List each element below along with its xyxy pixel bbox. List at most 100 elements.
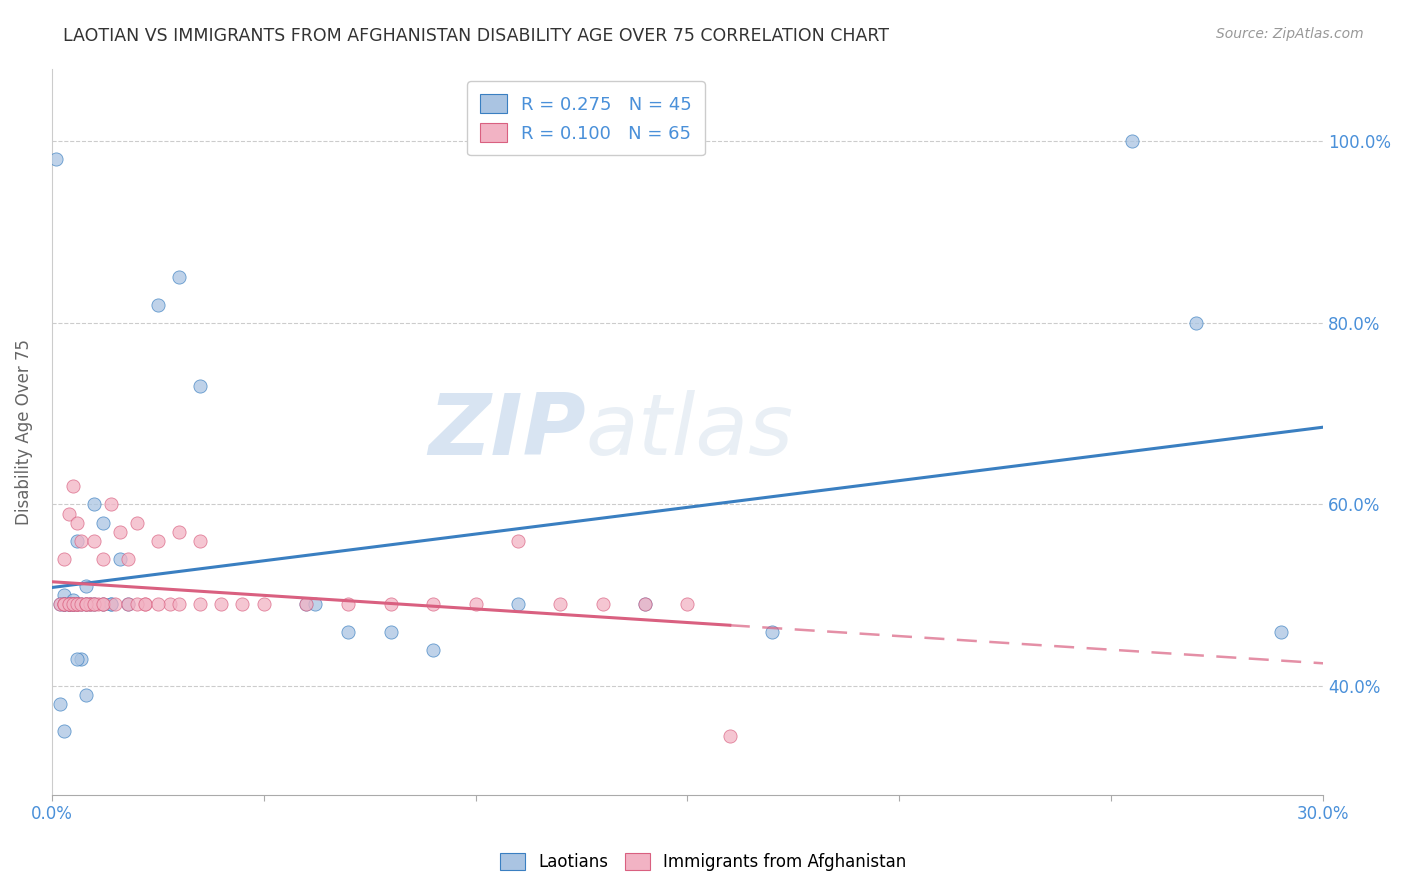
Point bbox=[66, 533, 89, 548]
Point bbox=[108, 552, 131, 566]
Point bbox=[117, 598, 139, 612]
Point bbox=[188, 598, 211, 612]
Point bbox=[100, 598, 122, 612]
Y-axis label: Disability Age Over 75: Disability Age Over 75 bbox=[15, 339, 32, 524]
Point bbox=[75, 688, 97, 702]
Point bbox=[125, 598, 148, 612]
Point bbox=[49, 598, 72, 612]
Point bbox=[70, 598, 93, 612]
Point bbox=[159, 598, 181, 612]
Text: ZIP: ZIP bbox=[427, 391, 586, 474]
Point bbox=[380, 598, 402, 612]
Point bbox=[1270, 624, 1292, 639]
Point bbox=[422, 642, 444, 657]
Point bbox=[83, 598, 105, 612]
Point bbox=[188, 379, 211, 393]
Point bbox=[91, 516, 114, 530]
Point bbox=[58, 507, 80, 521]
Point bbox=[70, 598, 93, 612]
Point bbox=[117, 598, 139, 612]
Legend: Laotians, Immigrants from Afghanistan: Laotians, Immigrants from Afghanistan bbox=[491, 845, 915, 880]
Legend: R = 0.275   N = 45, R = 0.100   N = 65: R = 0.275 N = 45, R = 0.100 N = 65 bbox=[467, 81, 704, 155]
Point bbox=[62, 592, 84, 607]
Point bbox=[49, 698, 72, 712]
Point bbox=[62, 598, 84, 612]
Point bbox=[58, 598, 80, 612]
Point bbox=[83, 598, 105, 612]
Point bbox=[506, 598, 529, 612]
Point bbox=[53, 598, 76, 612]
Point bbox=[718, 729, 741, 743]
Point bbox=[100, 498, 122, 512]
Point bbox=[53, 588, 76, 602]
Point bbox=[62, 598, 84, 612]
Point bbox=[422, 598, 444, 612]
Point bbox=[167, 524, 190, 539]
Point bbox=[146, 298, 169, 312]
Point bbox=[58, 598, 80, 612]
Point bbox=[134, 598, 156, 612]
Point bbox=[58, 598, 80, 612]
Point bbox=[1121, 134, 1143, 148]
Point bbox=[45, 153, 67, 167]
Point bbox=[66, 652, 89, 666]
Point bbox=[53, 724, 76, 739]
Point bbox=[295, 598, 318, 612]
Point bbox=[337, 624, 360, 639]
Point bbox=[79, 598, 101, 612]
Point bbox=[550, 598, 572, 612]
Point bbox=[49, 598, 72, 612]
Point bbox=[167, 270, 190, 285]
Point bbox=[62, 598, 84, 612]
Point bbox=[91, 598, 114, 612]
Point bbox=[209, 598, 232, 612]
Point bbox=[70, 533, 93, 548]
Point bbox=[188, 533, 211, 548]
Point bbox=[104, 598, 127, 612]
Point bbox=[66, 598, 89, 612]
Point bbox=[506, 533, 529, 548]
Point bbox=[70, 652, 93, 666]
Text: Source: ZipAtlas.com: Source: ZipAtlas.com bbox=[1216, 27, 1364, 41]
Point bbox=[58, 598, 80, 612]
Point bbox=[117, 552, 139, 566]
Point bbox=[62, 598, 84, 612]
Point bbox=[58, 598, 80, 612]
Point bbox=[337, 598, 360, 612]
Point bbox=[295, 598, 318, 612]
Point bbox=[66, 598, 89, 612]
Point bbox=[75, 598, 97, 612]
Point bbox=[70, 598, 93, 612]
Point bbox=[1185, 316, 1208, 330]
Point bbox=[380, 624, 402, 639]
Point bbox=[66, 598, 89, 612]
Point bbox=[761, 624, 783, 639]
Point bbox=[91, 598, 114, 612]
Point bbox=[100, 598, 122, 612]
Point bbox=[75, 579, 97, 593]
Point bbox=[66, 598, 89, 612]
Point bbox=[53, 598, 76, 612]
Point bbox=[134, 598, 156, 612]
Point bbox=[62, 598, 84, 612]
Point bbox=[53, 598, 76, 612]
Point bbox=[75, 598, 97, 612]
Point bbox=[634, 598, 657, 612]
Point bbox=[464, 598, 486, 612]
Point bbox=[108, 524, 131, 539]
Point bbox=[53, 552, 76, 566]
Point bbox=[91, 552, 114, 566]
Point bbox=[66, 516, 89, 530]
Point bbox=[58, 598, 80, 612]
Point bbox=[79, 598, 101, 612]
Point bbox=[167, 598, 190, 612]
Point bbox=[634, 598, 657, 612]
Point bbox=[304, 598, 326, 612]
Point bbox=[231, 598, 253, 612]
Point bbox=[146, 533, 169, 548]
Point bbox=[79, 598, 101, 612]
Point bbox=[53, 598, 76, 612]
Point bbox=[676, 598, 699, 612]
Point bbox=[87, 598, 110, 612]
Point bbox=[125, 516, 148, 530]
